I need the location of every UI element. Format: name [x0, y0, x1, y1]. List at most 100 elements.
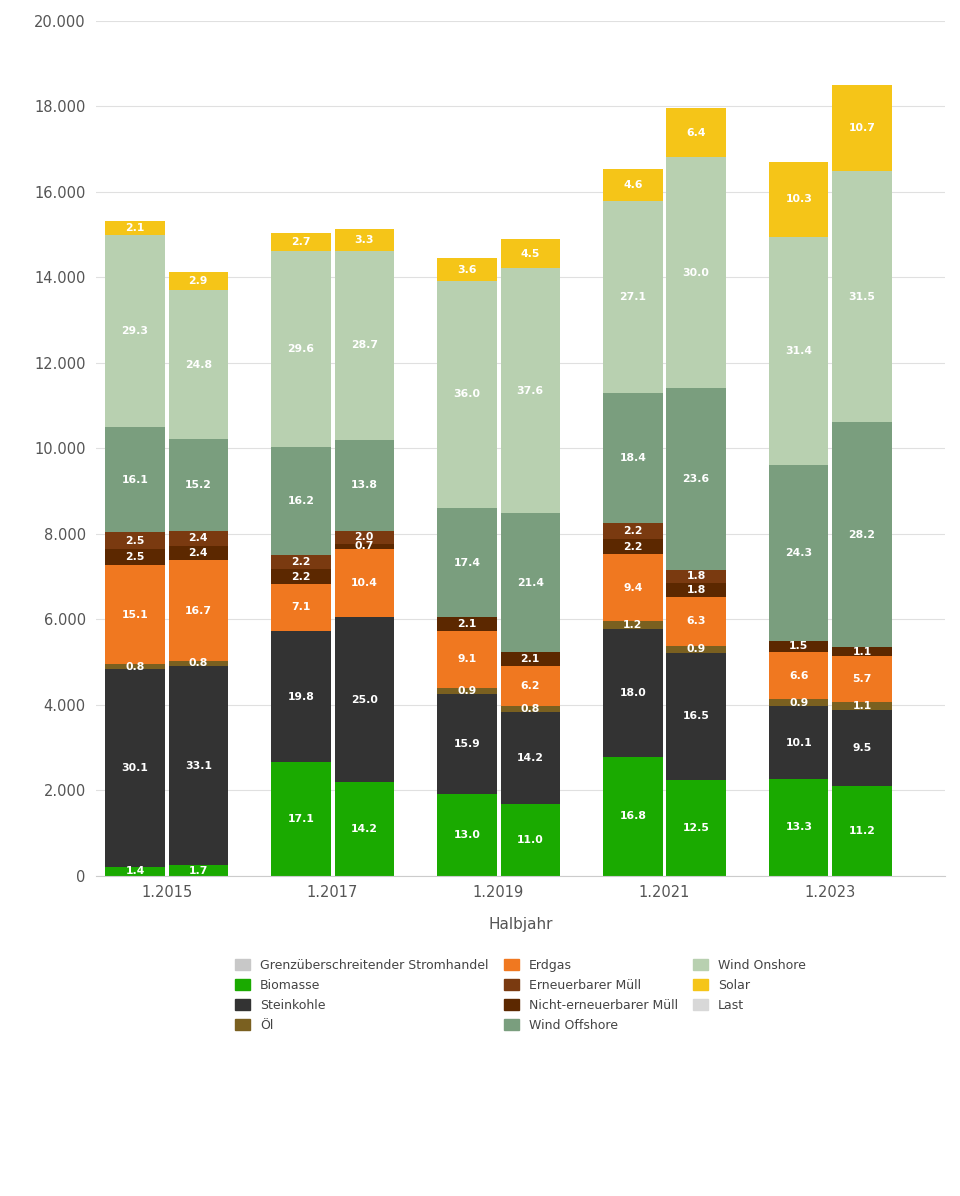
Text: 0.7: 0.7 [354, 542, 373, 551]
Bar [666, 157, 726, 388]
Text: 2.2: 2.2 [623, 526, 642, 536]
Text: 0.8: 0.8 [126, 661, 145, 672]
Bar [832, 786, 892, 875]
Bar [500, 804, 560, 875]
Bar [832, 647, 892, 657]
Bar [666, 569, 726, 584]
Text: 12.5: 12.5 [683, 823, 709, 832]
Bar [832, 702, 892, 710]
Text: 27.1: 27.1 [619, 292, 646, 303]
Bar [335, 440, 394, 531]
Bar [169, 289, 228, 439]
Text: 13.3: 13.3 [785, 823, 812, 832]
Bar [272, 584, 330, 631]
Text: 0.9: 0.9 [686, 645, 706, 654]
Text: 23.6: 23.6 [683, 474, 709, 484]
Text: 30.1: 30.1 [122, 763, 149, 773]
Bar [832, 657, 892, 702]
Bar [769, 237, 828, 464]
Bar [500, 653, 560, 666]
Bar [769, 163, 828, 237]
Bar [769, 700, 828, 706]
Text: 1.1: 1.1 [852, 647, 872, 657]
Text: 2.1: 2.1 [520, 654, 540, 664]
Text: 2.2: 2.2 [291, 557, 311, 567]
Bar [272, 233, 330, 251]
Text: 11.2: 11.2 [849, 826, 876, 836]
Bar [438, 508, 496, 617]
Text: 16.5: 16.5 [683, 712, 709, 721]
Bar [769, 652, 828, 700]
Bar [272, 569, 330, 584]
Text: 31.5: 31.5 [849, 292, 876, 301]
Text: 16.2: 16.2 [287, 496, 315, 506]
Bar [169, 666, 228, 866]
Bar [169, 661, 228, 666]
Bar [335, 617, 394, 782]
Text: 15.9: 15.9 [453, 739, 480, 749]
Text: 29.3: 29.3 [122, 327, 149, 336]
Text: 5.7: 5.7 [852, 673, 872, 684]
Text: 16.7: 16.7 [184, 605, 212, 616]
Text: 4.5: 4.5 [520, 249, 540, 258]
Text: 10.3: 10.3 [785, 195, 812, 205]
Text: 6.4: 6.4 [686, 128, 706, 138]
Bar [500, 513, 560, 653]
Bar [335, 531, 394, 544]
Text: 24.8: 24.8 [184, 360, 212, 370]
Text: 0.8: 0.8 [520, 704, 540, 714]
Bar [169, 439, 228, 531]
Bar [603, 757, 662, 875]
Bar [603, 539, 662, 555]
Bar [169, 273, 228, 289]
Bar [666, 597, 726, 646]
Bar [438, 688, 496, 694]
Bar [438, 258, 496, 281]
Text: 9.1: 9.1 [457, 654, 476, 664]
Text: 28.7: 28.7 [350, 340, 377, 350]
Text: 14.2: 14.2 [516, 753, 543, 763]
Bar [666, 653, 726, 780]
Bar [603, 621, 662, 629]
Bar [603, 201, 662, 393]
Text: 0.8: 0.8 [189, 658, 208, 669]
Bar [438, 630, 496, 688]
Text: 2.4: 2.4 [188, 533, 208, 543]
Bar [106, 234, 165, 427]
Text: 21.4: 21.4 [516, 578, 543, 587]
Text: 19.8: 19.8 [288, 691, 314, 702]
Bar [335, 544, 394, 549]
Text: 24.3: 24.3 [785, 548, 812, 557]
Bar [335, 549, 394, 617]
Text: 2.7: 2.7 [291, 237, 311, 246]
Bar [666, 646, 726, 653]
Text: 6.2: 6.2 [520, 682, 540, 691]
Bar [169, 545, 228, 560]
Bar [769, 641, 828, 652]
Text: 25.0: 25.0 [350, 695, 377, 704]
Bar [272, 447, 330, 555]
Bar [335, 228, 394, 251]
Bar [666, 388, 726, 569]
Bar [272, 762, 330, 875]
Bar [438, 694, 496, 794]
Text: 28.2: 28.2 [849, 530, 876, 539]
Text: 13.0: 13.0 [453, 830, 480, 840]
Text: 2.4: 2.4 [188, 548, 208, 557]
Bar [272, 631, 330, 762]
Text: 2.1: 2.1 [126, 224, 145, 233]
Bar [832, 171, 892, 422]
Bar [106, 566, 165, 664]
Text: 18.0: 18.0 [619, 688, 646, 698]
Text: 4.6: 4.6 [623, 179, 642, 190]
Text: 16.8: 16.8 [619, 811, 646, 822]
Text: 1.7: 1.7 [188, 866, 208, 875]
Text: 0.9: 0.9 [789, 697, 808, 708]
Bar [666, 108, 726, 157]
Bar [169, 531, 228, 545]
Bar [438, 617, 496, 630]
Text: 3.3: 3.3 [354, 234, 374, 245]
Bar [106, 532, 165, 549]
Text: 36.0: 36.0 [453, 390, 480, 399]
Bar [500, 712, 560, 804]
